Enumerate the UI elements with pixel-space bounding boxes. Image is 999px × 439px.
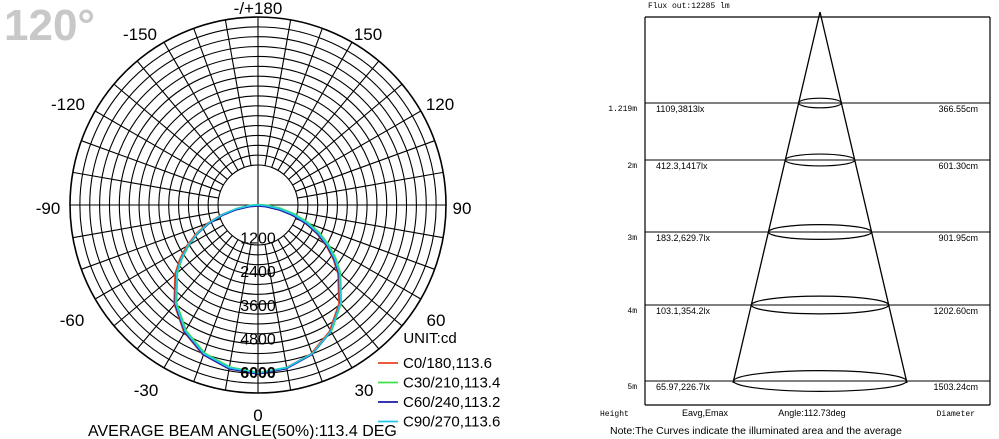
polar-angle-label: -/+180 (234, 0, 283, 18)
illuminated-area-ellipse (750, 295, 890, 315)
polar-spoke (288, 230, 403, 327)
polar-spoke (94, 224, 224, 300)
polar-spoke (288, 83, 403, 180)
polar-spoke (163, 239, 239, 369)
polar-series-curve (174, 204, 342, 374)
row-height-label: 4m (627, 307, 637, 316)
unit-label: UNIT:cd (403, 330, 456, 347)
illuminated-area-ellipse (784, 153, 856, 167)
polar-spoke (264, 19, 292, 166)
polar-angle-labels: -/+180 -150 150 -120 120 -90 90 -60 60 -30 30 0 (36, 0, 472, 425)
polar-angle-label: 0 (253, 406, 262, 425)
polar-angle-label: -120 (51, 95, 85, 114)
polar-angle-label: 60 (427, 311, 446, 330)
polar-spoke (264, 244, 292, 391)
row-diameter-value: 366.55cm (938, 104, 978, 114)
legend-entry: C90/270,113.6 (403, 414, 500, 431)
col-angle-label: Angle:112.73deg (778, 408, 845, 418)
row-height-label: 5m (627, 383, 637, 392)
cone-side-left (732, 11, 821, 384)
polar-angle-label: -30 (134, 381, 159, 400)
illuminated-area-ellipse (767, 224, 873, 240)
polar-radial-tick-label: 3600 (240, 298, 276, 315)
row-eavg-emax-value: 183.2,629.7lx (656, 233, 711, 243)
polar-spoke (295, 140, 435, 192)
polar-spoke (277, 239, 353, 369)
polar-spoke (283, 60, 380, 175)
polar-spoke (295, 218, 435, 270)
polar-radial-tick-label: 2400 (240, 264, 276, 281)
polar-spoke (136, 235, 233, 350)
cone-side-right (819, 11, 908, 384)
row-height-label: 2m (627, 162, 637, 171)
polar-intensity-chart: 120° -/+180 -150 150 -120 120 -90 90 -60 60 -30 30… (4, 0, 500, 439)
row-height-label: 3m (627, 234, 637, 243)
row-diameter-value: 901.95cm (938, 233, 978, 243)
polar-angle-label: 30 (355, 381, 374, 400)
polar-spoke (94, 110, 224, 186)
polar-spoke (292, 110, 422, 186)
note-text: Note:The Curves indicate the illuminated… (610, 425, 902, 437)
polar-spoke (72, 211, 219, 239)
polar-spoke (277, 41, 353, 171)
polar-spoke (81, 218, 221, 270)
polar-spoke (113, 83, 228, 180)
illuminated-area-ellipse (798, 97, 842, 109)
row-eavg-emax-value: 65.97,226.7lx (656, 382, 711, 392)
polar-curves (173, 203, 343, 375)
cone-frame (644, 11, 991, 406)
polar-spoke (193, 28, 245, 168)
polar-spoke (81, 140, 221, 192)
polar-angle-label: 120 (426, 95, 454, 114)
polar-radial-labels: 1200 2400 3600 4800 6000 (240, 231, 276, 382)
row-height-label: 1.219m (608, 105, 637, 114)
polar-spoke (113, 230, 228, 327)
polar-legend: C0/180,113.6 C30/210,113.4 C60/240,113.2 C9… (378, 355, 500, 431)
polar-angle-label: -90 (36, 199, 61, 218)
row-eavg-emax-value: 1109,3813lx (656, 104, 705, 114)
polar-spoke (271, 28, 323, 168)
average-beam-angle-footer: AVERAGE BEAM ANGLE(50%):113.4 DEG (88, 423, 397, 439)
polar-angle-label: 150 (354, 25, 382, 44)
polar-grid (69, 16, 447, 394)
polar-spoke (224, 244, 252, 391)
polar-spoke (163, 41, 239, 171)
illuminance-cone-diagram: Flux out:12285 lm 1.219m 1109,3813lx 366.5… (600, 2, 991, 437)
row-eavg-emax-value: 103.1,354.2lx (656, 306, 711, 316)
polar-angle-label: 90 (453, 199, 472, 218)
polar-radial-tick-label: 1200 (240, 231, 276, 248)
legend-entry: C30/210,113.4 (403, 375, 500, 392)
polar-radial-tick-label: 4800 (240, 331, 276, 348)
polar-spoke (297, 211, 444, 239)
polar-spoke (271, 242, 323, 382)
row-diameter-value: 1202.60cm (933, 306, 978, 316)
polar-spoke (136, 60, 233, 175)
col-height-label: Height (600, 410, 629, 419)
polar-spoke (193, 242, 245, 382)
polar-spoke (297, 171, 444, 199)
polar-spoke (283, 235, 380, 350)
legend-entry: C0/180,113.6 (403, 355, 492, 372)
polar-angle-label: -150 (123, 25, 157, 44)
polar-spoke (72, 171, 219, 199)
polar-radial-tick-label: 6000 (240, 365, 276, 382)
polar-spoke (224, 19, 252, 166)
row-eavg-emax-value: 412.3,1417lx (656, 161, 708, 171)
illuminated-area-ellipse (732, 370, 908, 392)
beam-angle-corner-label: 120° (4, 1, 95, 50)
legend-entry: C60/240,113.2 (403, 394, 500, 411)
row-diameter-value: 1503.24cm (933, 382, 978, 392)
row-diameter-value: 601.30cm (938, 161, 978, 171)
polar-angle-label: -60 (60, 311, 85, 330)
flux-out-label: Flux out:12285 lm (648, 2, 730, 11)
cone-rows: 1.219m 1109,3813lx 366.55cm 2m 412.3,1417lx 6… (608, 97, 990, 392)
col-diameter-label: Diameter (937, 410, 976, 419)
polar-spoke (292, 224, 422, 300)
col-eavg-emax-label: Eavg,Emax (682, 408, 729, 418)
